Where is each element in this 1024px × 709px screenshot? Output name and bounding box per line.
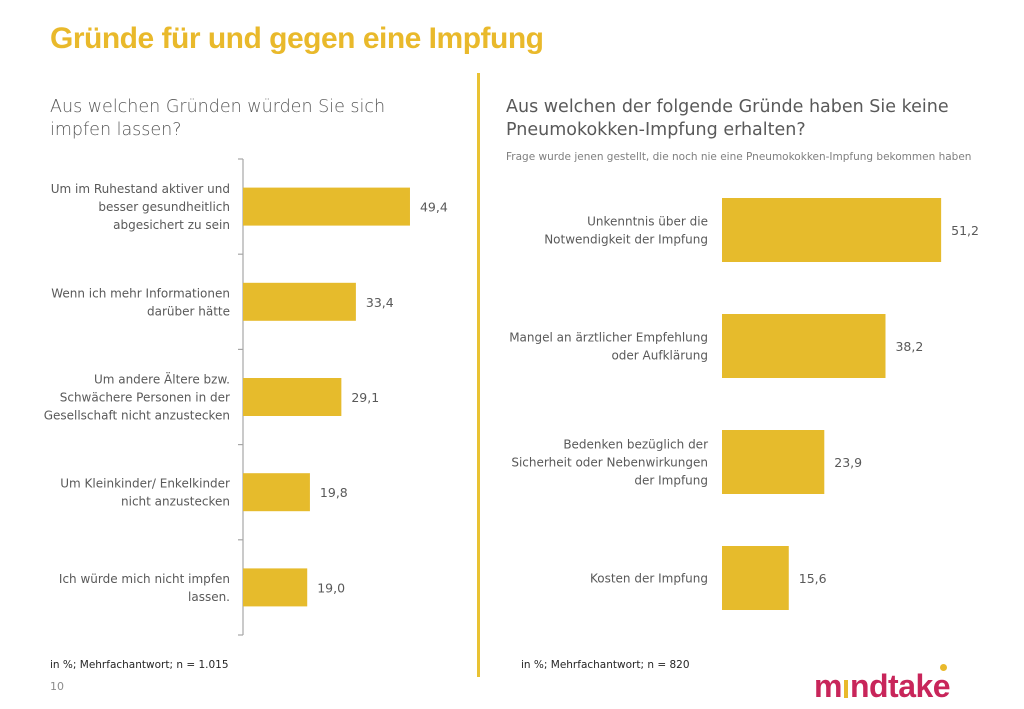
bar xyxy=(243,473,310,512)
left-question: Aus welchen Gründen würden Sie sich impf… xyxy=(50,97,386,140)
right-question: Aus welchen der folgende Gründe haben Si… xyxy=(506,97,949,140)
category-label: Um andere Ältere bzw. Schwächere Personen… xyxy=(44,372,230,423)
bar-value-label: 19,8 xyxy=(320,485,348,500)
category-label-line: darüber hätte xyxy=(147,304,230,318)
category-label-line: Sicherheit oder Nebenwirkungen xyxy=(511,456,708,470)
logo-text-end: ndtake xyxy=(849,668,951,704)
page-title: Gründe für und gegen eine Impfung xyxy=(50,22,544,55)
category-label: Bedenken bezüglich der Sicherheit oder Ne… xyxy=(511,438,708,488)
bar xyxy=(243,187,410,226)
category-label: Unkenntnis über die Notwendigkeit der Imp… xyxy=(544,215,708,247)
page-number: 10 xyxy=(50,680,64,693)
category-label-line: lassen. xyxy=(188,590,230,604)
category-label-line: Unkenntnis über die xyxy=(587,215,708,229)
right-question-subtitle: Frage wurde jenen gestellt, die noch nie… xyxy=(506,151,972,163)
column-divider xyxy=(477,73,480,677)
mindtake-logo: m ndtake xyxy=(814,664,951,705)
bar xyxy=(722,430,825,494)
left-footnote: in %; Mehrfachantwort; n = 1.015 xyxy=(50,659,229,671)
category-label: Um im Ruhestand aktiver und besser gesund… xyxy=(51,182,230,232)
category-label-line: Um im Ruhestand aktiver und xyxy=(51,182,230,196)
category-label-line: abgesichert zu sein xyxy=(113,218,230,232)
bar xyxy=(243,378,342,416)
category-label-line: Schwächere Personen in der xyxy=(60,391,230,405)
bar-value-label: 29,1 xyxy=(351,390,379,405)
category-label-line: oder Aufklärung xyxy=(611,349,708,363)
category-label-line: Mangel an ärztlicher Empfehlung xyxy=(509,331,708,345)
category-label-line: Bedenken bezüglich der xyxy=(563,438,708,452)
category-label: Um Kleinkinder/ Enkelkinder nicht anzuste… xyxy=(60,477,230,509)
logo-text-start: m xyxy=(814,668,842,704)
category-label-line: Notwendigkeit der Impfung xyxy=(544,233,708,247)
category-label-line: Kosten der Impfung xyxy=(590,572,708,586)
bar-value-label: 49,4 xyxy=(420,200,448,215)
bar-value-label: 19,0 xyxy=(317,580,345,595)
bar xyxy=(722,198,942,262)
category-label-line: Wenn ich mehr Informationen xyxy=(51,286,230,300)
left-bar-chart: 49,4 Um im Ruhestand aktiver und besser ge… xyxy=(44,158,448,636)
bar xyxy=(722,314,886,378)
category-label-line: Um Kleinkinder/ Enkelkinder xyxy=(60,477,230,491)
category-label: Kosten der Impfung xyxy=(590,572,708,586)
category-label-line: Um andere Ältere bzw. xyxy=(94,372,230,387)
category-label-line: Gesellschaft nicht anzustecken xyxy=(44,409,230,423)
category-label-line: der Impfung xyxy=(634,474,708,488)
right-footnote: in %; Mehrfachantwort; n = 820 xyxy=(521,659,690,671)
bar-value-label: 15,6 xyxy=(799,571,827,586)
bar-value-label: 51,2 xyxy=(951,223,979,238)
bar-value-label: 23,9 xyxy=(834,455,862,470)
logo-i-bar xyxy=(843,680,848,698)
bar-value-label: 33,4 xyxy=(366,295,394,310)
bar xyxy=(722,546,789,610)
category-label: Mangel an ärztlicher Empfehlung oder Aufk… xyxy=(509,331,708,363)
category-label-line: nicht anzustecken xyxy=(121,495,230,509)
category-label: Ich würde mich nicht impfen lassen. xyxy=(59,572,230,604)
category-label-line: besser gesundheitlich xyxy=(98,200,230,214)
category-label-line: Ich würde mich nicht impfen xyxy=(59,572,230,586)
bar xyxy=(243,282,356,321)
bar xyxy=(243,568,308,607)
bar-value-label: 38,2 xyxy=(895,339,923,354)
category-label: Wenn ich mehr Informationen darüber hätte xyxy=(51,286,230,318)
logo-dot xyxy=(940,664,948,671)
